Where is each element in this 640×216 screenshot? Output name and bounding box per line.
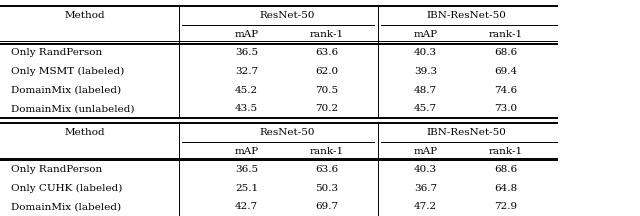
Text: 69.4: 69.4 — [494, 67, 517, 76]
Text: Only RandPerson: Only RandPerson — [11, 48, 102, 57]
Text: mAP: mAP — [413, 147, 438, 156]
Text: DomainMix (unlabeled): DomainMix (unlabeled) — [11, 104, 134, 113]
Text: 68.6: 68.6 — [494, 165, 517, 174]
Text: Method: Method — [64, 11, 105, 20]
Text: DomainMix (labeled): DomainMix (labeled) — [11, 86, 121, 95]
Text: 70.2: 70.2 — [315, 104, 338, 113]
Text: 50.3: 50.3 — [315, 184, 338, 193]
Text: 68.6: 68.6 — [494, 48, 517, 57]
Text: 63.6: 63.6 — [315, 165, 338, 174]
Text: Method: Method — [64, 128, 105, 137]
Text: 74.6: 74.6 — [494, 86, 517, 95]
Text: 64.8: 64.8 — [494, 184, 517, 193]
Text: IBN-ResNet-50: IBN-ResNet-50 — [426, 128, 506, 137]
Text: 43.5: 43.5 — [235, 104, 258, 113]
Text: mAP: mAP — [234, 147, 259, 156]
Text: 45.7: 45.7 — [414, 104, 437, 113]
Text: 48.7: 48.7 — [414, 86, 437, 95]
Text: Only MSMT (labeled): Only MSMT (labeled) — [11, 67, 124, 76]
Text: 69.7: 69.7 — [315, 202, 338, 211]
Text: 47.2: 47.2 — [414, 202, 437, 211]
Text: 32.7: 32.7 — [235, 67, 258, 76]
Text: 62.0: 62.0 — [315, 67, 338, 76]
Text: 25.1: 25.1 — [235, 184, 258, 193]
Text: 36.5: 36.5 — [235, 165, 258, 174]
Text: 42.7: 42.7 — [235, 202, 258, 211]
Text: 63.6: 63.6 — [315, 48, 338, 57]
Text: Only RandPerson: Only RandPerson — [11, 165, 102, 174]
Text: 70.5: 70.5 — [315, 86, 338, 95]
Text: Only CUHK (labeled): Only CUHK (labeled) — [11, 184, 122, 193]
Text: 45.2: 45.2 — [235, 86, 258, 95]
Text: IBN-ResNet-50: IBN-ResNet-50 — [426, 11, 506, 20]
Text: 40.3: 40.3 — [414, 165, 437, 174]
Text: rank-1: rank-1 — [488, 147, 523, 156]
Text: mAP: mAP — [234, 30, 259, 39]
Text: 39.3: 39.3 — [414, 67, 437, 76]
Text: 72.9: 72.9 — [494, 202, 517, 211]
Text: 40.3: 40.3 — [414, 48, 437, 57]
Text: ResNet-50: ResNet-50 — [259, 11, 314, 20]
Text: 36.5: 36.5 — [235, 48, 258, 57]
Text: rank-1: rank-1 — [309, 147, 344, 156]
Text: DomainMix (labeled): DomainMix (labeled) — [11, 202, 121, 211]
Text: ResNet-50: ResNet-50 — [259, 128, 314, 137]
Text: rank-1: rank-1 — [488, 30, 523, 39]
Text: 36.7: 36.7 — [414, 184, 437, 193]
Text: mAP: mAP — [413, 30, 438, 39]
Text: rank-1: rank-1 — [309, 30, 344, 39]
Text: 73.0: 73.0 — [494, 104, 517, 113]
